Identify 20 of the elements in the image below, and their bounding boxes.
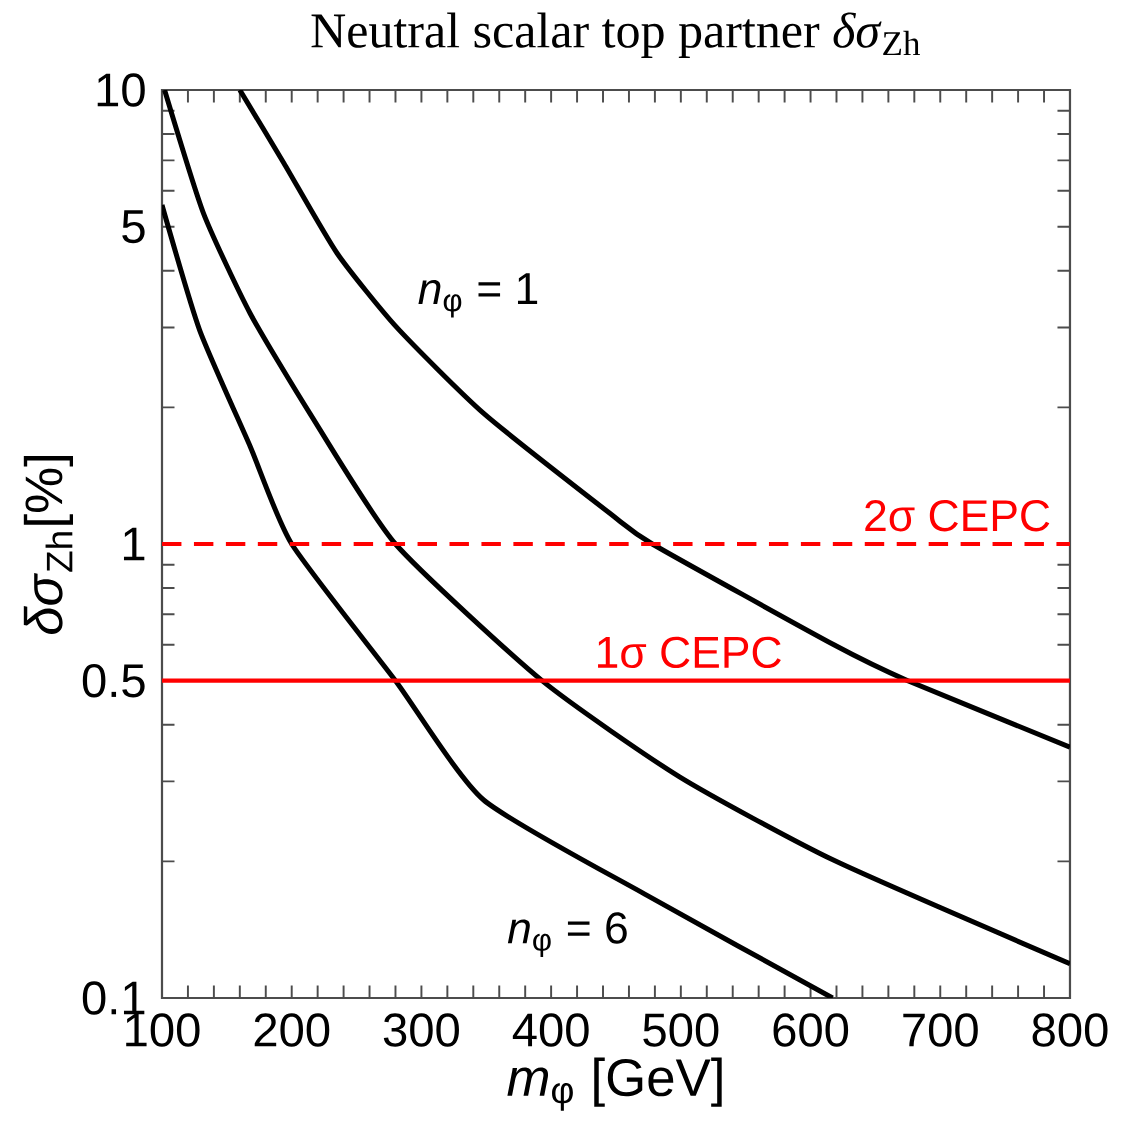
x-tick-label: 700 [903, 1013, 978, 1047]
x-tick-label: 800 [1032, 1013, 1108, 1047]
ref-line-label: 2σ CEPC [865, 499, 1050, 532]
y-tick-label: 10 [97, 73, 145, 107]
x-tick-label: 300 [383, 1013, 459, 1047]
series-label: n$_{φ}$ = 6 [507, 912, 627, 957]
y-tick-label: 0.5 [82, 663, 145, 698]
series-label: n$_{φ}$ = 1 [418, 273, 538, 318]
x-tick-label: 400 [512, 1013, 589, 1047]
x-axis-title: m$_{φ}$ [GeV] [507, 1057, 722, 1111]
x-tick-label: 200 [254, 1013, 330, 1047]
y-tick-label: 5 [122, 210, 145, 244]
x-tick-label: 100 [126, 1013, 200, 1047]
chart-title: Neutral scalar top partner δσ$_{Zh}$ [311, 12, 921, 58]
y-tick-label: 1 [124, 527, 145, 561]
y-axis-title: δσ$_{Zh}$[%] [23, 456, 74, 635]
y-tick-label: 0.1 [82, 981, 145, 1015]
x-tick-label: 600 [773, 1013, 849, 1047]
ref-line-label: 1σ CEPC [598, 636, 781, 669]
x-tick-label: 500 [643, 1013, 719, 1047]
